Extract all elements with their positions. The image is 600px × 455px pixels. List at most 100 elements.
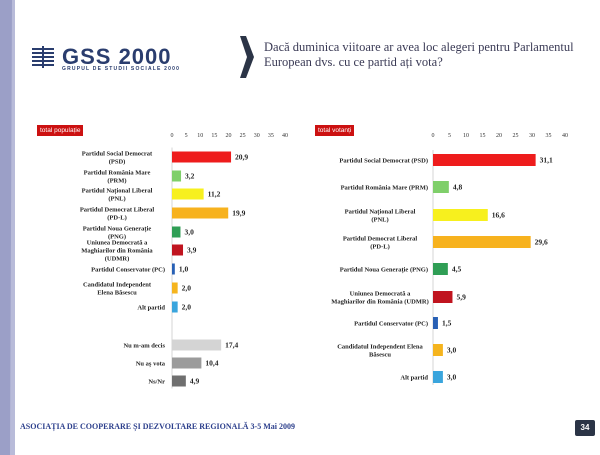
- left-tick-label: 20: [226, 133, 232, 139]
- right-category-label: Partidul Național Liberal: [345, 209, 416, 216]
- left-bar: [172, 301, 178, 313]
- right-value-label: 29,6: [535, 238, 548, 247]
- left-bar: [172, 207, 229, 219]
- left-category-label: Elena Băsescu: [97, 290, 137, 297]
- left-category-label: Partidul Național Liberal: [82, 188, 153, 195]
- left-category-label: Ns/Nr: [148, 379, 165, 386]
- right-tick-label: 40: [562, 133, 568, 139]
- right-value-label: 4,8: [453, 183, 463, 192]
- left-bar: [172, 357, 202, 369]
- right-tick-label: 35: [546, 133, 552, 139]
- right-category-label: Partidul România Mare (PRM): [341, 185, 428, 192]
- left-bar: [172, 375, 186, 387]
- right-tick-label: 20: [496, 133, 502, 139]
- left-tick-label: 15: [211, 133, 217, 139]
- right-tick-label: 30: [529, 133, 535, 139]
- right-value-label: 1,5: [442, 319, 452, 328]
- right-category-label: Maghiarilor din România (UDMR): [331, 299, 429, 306]
- left-value-label: 10,4: [205, 359, 218, 368]
- left-category-label: Partidul Noua Generație: [83, 226, 152, 233]
- right-bar: [433, 344, 443, 356]
- right-category-label: Partidul Social Democrat (PSD): [339, 158, 428, 165]
- left-category-label: Nu aș vota: [136, 361, 166, 368]
- footer-text: ASOCIAȚIA DE COOPERARE ȘI DEZVOLTARE REG…: [20, 422, 295, 431]
- left-category-label: Candidatul Independent: [83, 282, 152, 289]
- right-category-label: (PNL): [371, 217, 388, 224]
- left-bar: [172, 339, 222, 351]
- right-bar: [433, 236, 531, 248]
- left-value-label: 1,0: [179, 265, 189, 274]
- left-category-label: Partidul Social Democrat: [82, 151, 153, 158]
- right-category-label: Alt partid: [400, 375, 428, 382]
- right-category-label: Partidul Conservator (PC): [354, 321, 428, 328]
- right-tick-label: 0: [432, 133, 435, 139]
- panel-label-voters: total votanți: [315, 125, 355, 136]
- right-tick-label: 25: [513, 133, 519, 139]
- right-tick-label: 5: [448, 133, 451, 139]
- left-category-label: (UDMR): [105, 256, 130, 263]
- right-bar: [433, 181, 449, 193]
- left-value-label: 3,9: [187, 246, 197, 255]
- left-category-label: Alt partid: [137, 305, 165, 312]
- left-category-label: (PD-L): [107, 215, 127, 222]
- left-value-label: 3,2: [185, 172, 195, 181]
- left-value-label: 20,9: [235, 153, 248, 162]
- right-value-label: 31,1: [540, 156, 553, 165]
- left-tick-label: 25: [240, 133, 246, 139]
- left-bar: [172, 263, 175, 275]
- right-value-label: 4,5: [452, 265, 462, 274]
- gss-logo-icon: [32, 46, 54, 68]
- right-category-label: Candidatul Independent Elena: [337, 344, 423, 351]
- left-category-label: Partidul Democrat Liberal: [80, 207, 155, 214]
- left-value-label: 19,9: [232, 209, 245, 218]
- left-bar: [172, 170, 182, 182]
- left-category-label: Partidul Conservator (PC): [91, 267, 165, 274]
- left-tick-label: 35: [268, 133, 274, 139]
- right-value-label: 5,9: [456, 293, 466, 302]
- right-category-label: Partidul Democrat Liberal: [343, 236, 418, 243]
- right-bar: [433, 209, 488, 221]
- right-value-label: 3,0: [447, 346, 457, 355]
- left-category-label: Maghiarilor din România: [81, 248, 153, 255]
- left-bar: [172, 188, 204, 200]
- left-category-label: (PNL): [108, 196, 125, 203]
- left-value-label: 17,4: [225, 341, 238, 350]
- right-category-label: Băsescu: [369, 352, 391, 359]
- left-decor-bar: [0, 0, 15, 455]
- left-category-label: (PSD): [109, 159, 126, 166]
- left-bar: [172, 151, 232, 163]
- left-category-label: Nu m-am decis: [123, 343, 165, 350]
- right-value-label: 3,0: [447, 373, 457, 382]
- left-category-label: (PNG): [108, 234, 126, 241]
- left-bar: [172, 226, 181, 238]
- right-category-label: Uniunea Democrată a: [350, 291, 411, 298]
- survey-question: Dacă duminica viitoare ar avea loc alege…: [264, 40, 574, 69]
- left-value-label: 11,2: [208, 190, 221, 199]
- left-value-label: 4,9: [190, 377, 200, 386]
- left-tick-label: 30: [254, 133, 260, 139]
- right-value-label: 16,6: [492, 211, 505, 220]
- right-tick-label: 15: [480, 133, 486, 139]
- right-bar: [433, 291, 453, 303]
- chevron-right-icon: [240, 36, 254, 78]
- panel-label-population: total populație: [37, 125, 84, 136]
- right-category-label: (PD-L): [370, 244, 390, 251]
- right-bar: [433, 154, 536, 166]
- left-tick-label: 10: [197, 133, 203, 139]
- left-category-label: (PRM): [107, 178, 126, 185]
- left-value-label: 2,0: [182, 303, 192, 312]
- right-bar: [433, 371, 443, 383]
- left-value-label: 3,0: [184, 228, 194, 237]
- left-bar: [172, 282, 178, 294]
- right-tick-label: 10: [463, 133, 469, 139]
- right-bar: [433, 263, 448, 275]
- left-bar: [172, 244, 184, 256]
- left-category-label: Uniunea Democrată a: [87, 240, 148, 247]
- left-tick-label: 0: [171, 133, 174, 139]
- left-tick-label: 40: [282, 133, 288, 139]
- left-value-label: 2,0: [182, 284, 192, 293]
- left-tick-label: 5: [185, 133, 188, 139]
- logo-text: GSS 2000: [62, 44, 172, 69]
- logo-subtitle: GRUPUL DE STUDII SOCIALE 2000: [62, 66, 181, 72]
